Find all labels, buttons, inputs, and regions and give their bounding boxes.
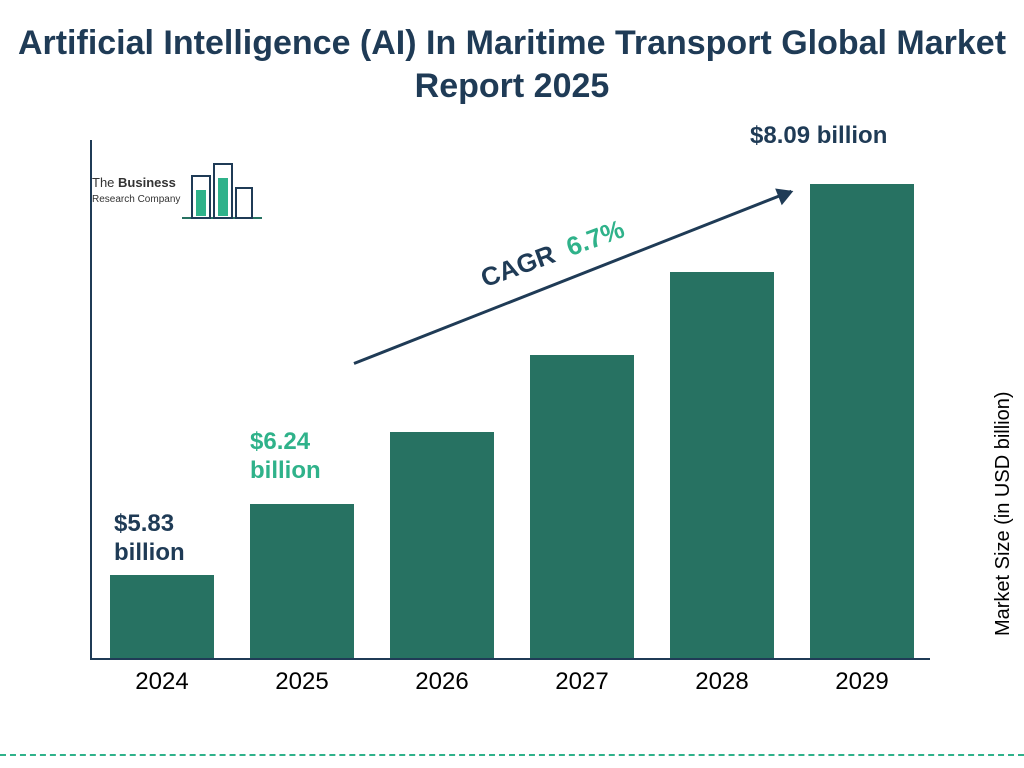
bar-2028 [670,272,774,658]
cagr-value: 6.7% [562,214,628,262]
value-label-1: $6.24billion [250,428,321,486]
cagr-label: CAGR 6.7% [477,214,629,295]
value-label-2: $8.09 billion [750,122,887,151]
y-axis [90,140,92,660]
chart-title: Artificial Intelligence (AI) In Maritime… [0,22,1024,107]
x-label-2026: 2026 [372,668,512,696]
trend-arrow-head-icon [775,183,796,206]
x-label-2024: 2024 [92,668,232,696]
y-axis-label: Market Size (in USD billion) [993,392,1016,637]
x-label-2028: 2028 [652,668,792,696]
bar-2024 [110,575,214,658]
footer-divider [0,754,1024,756]
x-label-2025: 2025 [232,668,372,696]
bar-2026 [390,432,494,658]
x-axis [90,658,930,660]
chart-area: 202420252026202720282029 $5.83billion $6.… [90,140,930,700]
bar-2025 [250,504,354,658]
bar-2027 [530,355,634,658]
bar-2029 [810,184,914,658]
x-label-2029: 2029 [792,668,932,696]
x-label-2027: 2027 [512,668,652,696]
value-label-0: $5.83billion [114,510,185,568]
